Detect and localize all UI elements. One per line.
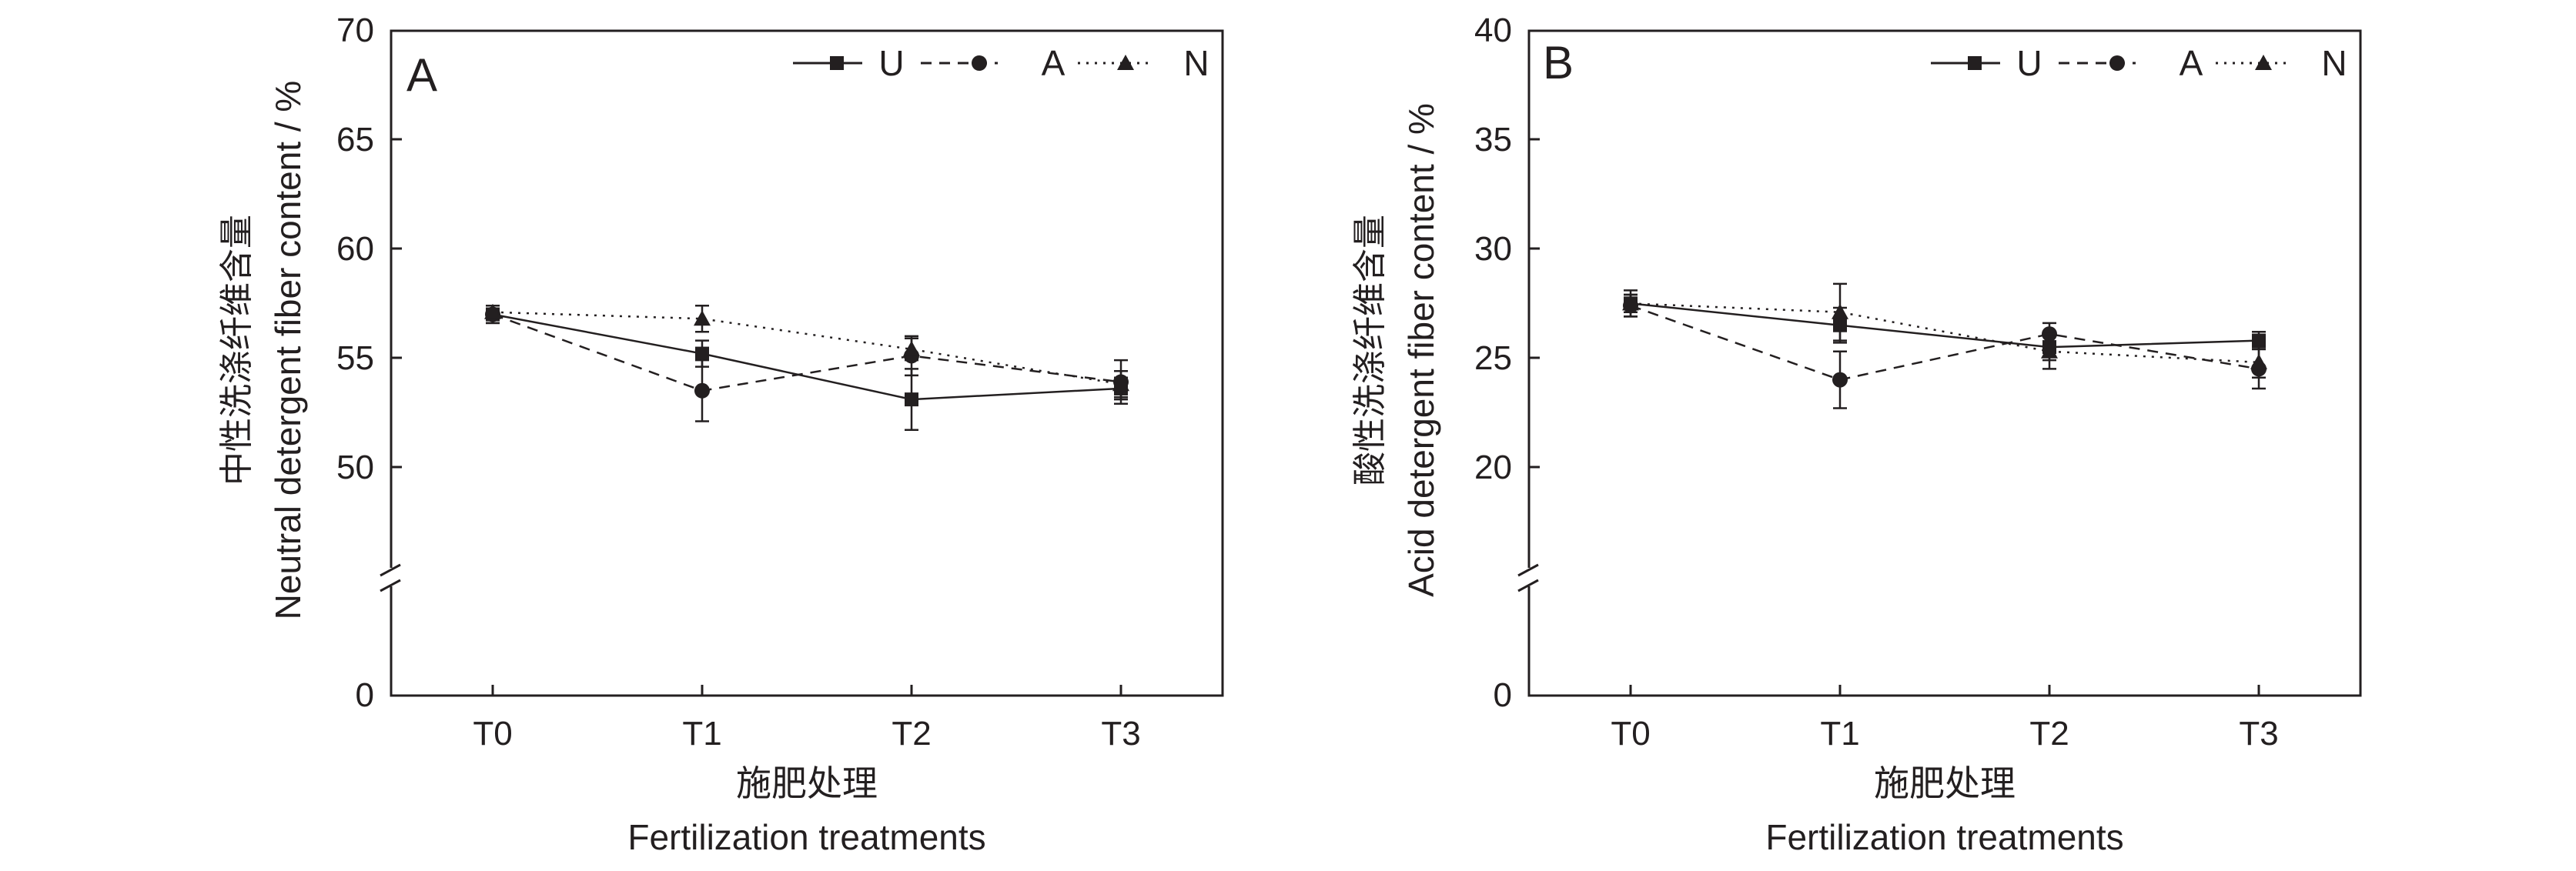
data-point-u (905, 392, 918, 407)
series-layer (484, 303, 1129, 432)
panel-label: B (1543, 37, 1574, 88)
x-tick-labels: T0 T1 T2 T3 (1611, 715, 2278, 753)
y-tick-labels: 20 25 30 35 40 0 (1474, 12, 1512, 714)
series-line-n (1630, 302, 2260, 364)
y-axis-label-en: Acid detergent fiber content / % (1401, 103, 1441, 597)
y-tick-label: 0 (1494, 676, 1512, 714)
panel-label: A (406, 49, 437, 101)
data-point-a (1832, 372, 1848, 388)
axis-break-mark (1517, 579, 1539, 592)
x-tick-label: T2 (892, 715, 931, 753)
legend-marker-circle (2109, 55, 2125, 71)
x-axis-label-cn: 施肥处理 (1874, 763, 2016, 803)
x-tick-label: T3 (1101, 715, 1140, 753)
series-line-a (1630, 305, 2260, 381)
data-point-a (694, 382, 710, 399)
data-point-n (903, 340, 920, 356)
series-line-a (492, 313, 1122, 392)
legend: U A N (1931, 43, 2347, 83)
legend-marker-triangle (1117, 55, 1134, 70)
data-point-n (1622, 295, 1639, 311)
x-tick-label: T0 (1611, 715, 1650, 753)
y-tick-labels: 50 55 60 65 70 0 (336, 12, 374, 714)
data-point-u (2252, 333, 2266, 348)
x-tick-label: T1 (682, 715, 721, 753)
data-point-n (694, 310, 711, 326)
x-axis-label-en: Fertilization treatments (1765, 817, 2123, 857)
panel-b: B 20 25 30 35 40 0 T0 T1 T2 T3 (1351, 12, 2362, 857)
axis-break-mark (1517, 563, 1539, 577)
y-tick-label: 30 (1474, 230, 1512, 268)
data-point-n (1112, 375, 1129, 392)
plot-frame (390, 29, 1224, 697)
data-point-n (2041, 342, 2058, 359)
y-tick-label: 60 (336, 230, 374, 268)
legend-marker-square (1968, 56, 1982, 70)
legend-label-a: A (2180, 43, 2203, 83)
series-layer (1622, 282, 2267, 409)
y-tick-label: 25 (1474, 339, 1512, 377)
x-tick-label: T1 (1820, 715, 1859, 753)
y-ticks (391, 29, 402, 697)
axis-break-mark (380, 579, 401, 592)
x-ticks (491, 685, 1122, 696)
y-tick-label: 65 (336, 121, 374, 159)
x-axis-label-en: Fertilization treatments (627, 817, 985, 857)
y-axis-label-en: Neutral detergent fiber content / % (268, 81, 308, 620)
data-point-u (695, 346, 709, 361)
x-tick-label: T0 (473, 715, 512, 753)
y-tick-label: 40 (1474, 12, 1512, 49)
legend-label-n: N (1183, 43, 1209, 83)
data-point-n (484, 303, 501, 319)
x-tick-label: T2 (2029, 715, 2069, 753)
y-axis-label-cn: 酸性洗涤纤维含量 (1351, 215, 1389, 486)
x-axis-label-cn: 施肥处理 (736, 763, 878, 803)
axis-break-mark (380, 563, 401, 577)
series-line-u (492, 313, 1122, 401)
legend-label-a: A (1042, 43, 1066, 83)
legend-marker-square (830, 56, 844, 70)
series-line-u (1630, 302, 2260, 349)
x-tick-labels: T0 T1 T2 T3 (473, 715, 1140, 753)
y-tick-label: 20 (1474, 449, 1512, 486)
legend-marker-triangle (2255, 55, 2272, 70)
y-tick-label: 70 (336, 12, 374, 49)
plot-frame (1527, 29, 2362, 697)
y-ticks (1529, 29, 1540, 697)
data-point-n (2250, 353, 2267, 369)
legend-label-u: U (878, 43, 904, 83)
legend-label-u: U (2016, 43, 2042, 83)
y-tick-label: 50 (336, 449, 374, 486)
legend: U A N (793, 43, 1209, 83)
panel-a: A 50 55 60 65 70 0 T0 T1 T2 (218, 12, 1224, 857)
y-tick-label: 35 (1474, 121, 1512, 159)
data-point-n (1832, 303, 1848, 319)
x-ticks (1629, 685, 2260, 696)
legend-label-n: N (2321, 43, 2347, 83)
y-tick-label: 0 (356, 676, 374, 714)
legend-marker-circle (972, 55, 987, 71)
x-tick-label: T3 (2239, 715, 2278, 753)
y-tick-label: 55 (336, 339, 374, 377)
series-line-n (492, 311, 1122, 385)
y-axis-label-cn: 中性洗涤纤维含量 (218, 215, 256, 486)
